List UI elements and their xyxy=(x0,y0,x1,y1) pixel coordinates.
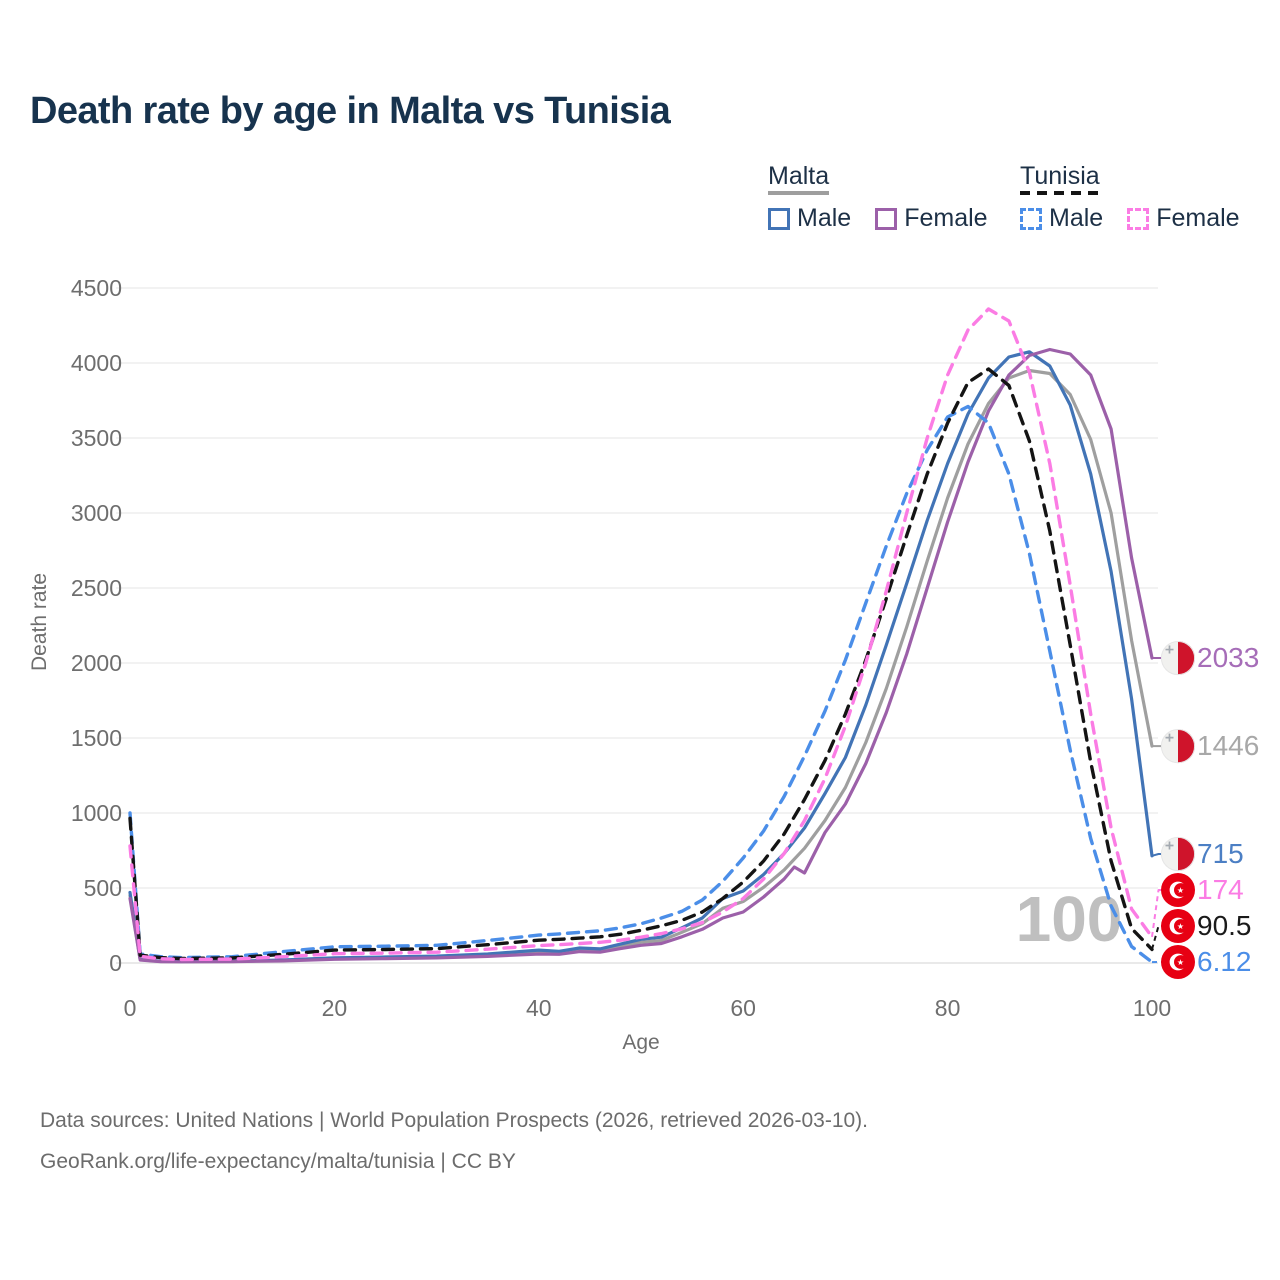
tunisia-male-swatch-icon xyxy=(1020,207,1042,230)
tunisia-female-swatch-icon xyxy=(1127,207,1150,230)
label-leader-line xyxy=(1151,889,1163,938)
page-title: Death rate by age in Malta vs Tunisia xyxy=(30,90,671,132)
svg-text:★: ★ xyxy=(1177,958,1184,967)
x-tick-label: 20 xyxy=(322,995,348,1021)
x-tick-label: 100 xyxy=(1133,995,1171,1021)
malta-flag-icon xyxy=(1161,837,1195,871)
y-tick-label: 2000 xyxy=(71,650,122,676)
legend-group-tunisia: Tunisia Male Female xyxy=(1020,162,1240,233)
line-tunisia-female xyxy=(128,307,1154,962)
line-malta-female xyxy=(128,347,1154,964)
malta-male-swatch-icon xyxy=(768,207,790,230)
line-malta-both-sexes xyxy=(128,368,1154,964)
x-tick-label: 40 xyxy=(526,995,552,1021)
tunisia-flag-icon: ★ xyxy=(1161,945,1195,979)
svg-text:★: ★ xyxy=(1177,922,1184,931)
y-tick-label: 4500 xyxy=(71,275,122,301)
malta-female-swatch-icon xyxy=(875,207,898,230)
legend: Malta Male Female Tunisia xyxy=(0,162,1280,242)
legend-malta-line-sample xyxy=(768,191,830,195)
label-leader-line xyxy=(1151,925,1163,950)
legend-item-tunisia-female[interactable]: Female xyxy=(1127,204,1240,233)
data-sources-note: Data sources: United Nations | World Pop… xyxy=(40,1100,868,1182)
malta-flag-icon xyxy=(1161,641,1195,676)
line-malta-male xyxy=(128,350,1154,964)
legend-label: Female xyxy=(1156,204,1240,232)
y-tick-label: 3500 xyxy=(71,425,122,451)
end-value-label: 1446 xyxy=(1197,730,1259,761)
end-value-label: 2033 xyxy=(1197,642,1259,673)
tunisia-flag-icon: ★ xyxy=(1161,873,1195,907)
legend-label: Male xyxy=(1049,204,1104,232)
y-tick-label: 500 xyxy=(84,875,122,901)
tunisia-flag-icon: ★ xyxy=(1161,909,1195,943)
end-value-label: 174 xyxy=(1197,874,1244,905)
x-axis-title: Age xyxy=(622,1031,659,1054)
legend-item-malta-male[interactable]: Male xyxy=(768,204,851,233)
line-tunisia-male xyxy=(128,404,1154,964)
flag-ring xyxy=(1160,836,1196,872)
x-tick-label: 0 xyxy=(124,995,137,1021)
data-sources-line: Data sources: United Nations | World Pop… xyxy=(40,1109,869,1132)
legend-tunisia-line-sample xyxy=(1020,191,1100,195)
y-tick-label: 0 xyxy=(109,950,122,976)
y-tick-label: 3000 xyxy=(71,500,122,526)
end-value-label: 715 xyxy=(1197,838,1244,869)
svg-text:★: ★ xyxy=(1177,886,1184,895)
legend-label: Male xyxy=(797,204,852,232)
malta-flag-icon xyxy=(1161,729,1195,764)
end-value-label: 90.5 xyxy=(1197,910,1252,941)
y-tick-label: 1000 xyxy=(71,800,122,826)
legend-country-tunisia[interactable]: Tunisia xyxy=(1020,162,1100,190)
end-value-label: 6.12 xyxy=(1197,946,1252,977)
flag-ring xyxy=(1160,640,1196,676)
x-tick-label: 80 xyxy=(935,995,961,1021)
line-tunisia-both-sexes xyxy=(128,367,1154,961)
legend-label: Female xyxy=(904,204,988,232)
legend-country-malta[interactable]: Malta xyxy=(768,162,830,190)
legend-item-tunisia-male[interactable]: Male xyxy=(1020,204,1103,233)
y-tick-label: 2500 xyxy=(71,575,122,601)
legend-item-malta-female[interactable]: Female xyxy=(875,204,988,233)
legend-group-malta: Malta Male Female xyxy=(768,162,988,233)
y-axis-title: Death rate xyxy=(28,573,51,671)
attribution-line: GeoRank.org/life-expectancy/malta/tunisi… xyxy=(40,1150,516,1173)
x-tick-label: 60 xyxy=(730,995,756,1021)
flag-ring xyxy=(1160,729,1196,764)
y-tick-label: 1500 xyxy=(71,725,122,751)
y-tick-label: 4000 xyxy=(71,350,122,376)
hover-age-watermark: 100 xyxy=(1016,883,1123,955)
